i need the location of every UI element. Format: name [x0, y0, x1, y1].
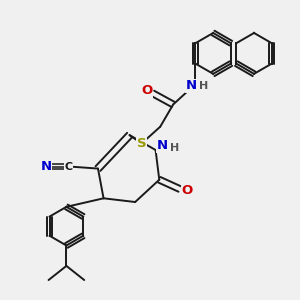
Text: N: N: [157, 139, 168, 152]
Text: O: O: [182, 184, 193, 197]
Text: S: S: [137, 137, 146, 150]
Text: N: N: [40, 160, 52, 173]
Text: O: O: [142, 84, 153, 97]
Text: N: N: [185, 80, 197, 92]
Text: H: H: [199, 81, 208, 91]
Text: C: C: [64, 162, 72, 172]
Text: H: H: [170, 143, 179, 153]
